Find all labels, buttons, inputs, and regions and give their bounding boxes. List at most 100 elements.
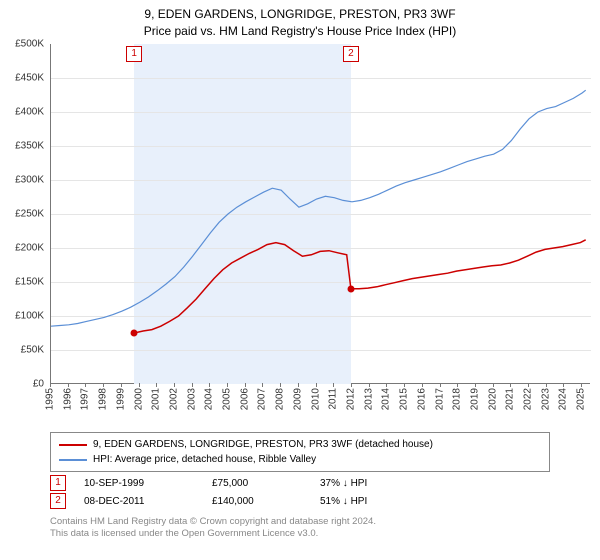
x-tick	[245, 383, 246, 387]
x-tick	[493, 383, 494, 387]
x-tick	[121, 383, 122, 387]
x-tick	[156, 383, 157, 387]
x-tick	[422, 383, 423, 387]
sale-date: 08-DEC-2011	[84, 496, 194, 507]
series-hpi	[51, 90, 586, 326]
sale-row-marker: 2	[50, 493, 66, 509]
x-tick	[139, 383, 140, 387]
sale-marker-label: 1	[126, 46, 142, 62]
x-axis-label: 2005	[222, 388, 233, 410]
x-axis-label: 2011	[328, 388, 339, 410]
x-axis-label: 2002	[168, 388, 179, 410]
sales-table: 1 10-SEP-1999 £75,000 37% ↓ HPI 2 08-DEC-2011…	[50, 474, 410, 510]
y-axis-label: £350K	[0, 141, 44, 152]
x-axis-label: 1998	[98, 388, 109, 410]
x-tick	[316, 383, 317, 387]
x-axis-label: 2007	[257, 388, 268, 410]
sale-price: £75,000	[212, 478, 302, 489]
x-axis-label: 2022	[523, 388, 534, 410]
x-tick	[103, 383, 104, 387]
footer-line-2: This data is licensed under the Open Gov…	[50, 528, 376, 540]
y-axis-label: £300K	[0, 175, 44, 186]
x-tick	[369, 383, 370, 387]
legend: 9, EDEN GARDENS, LONGRIDGE, PRESTON, PR3…	[50, 432, 550, 472]
sale-hpi-diff: 51% ↓ HPI	[320, 496, 410, 507]
x-tick	[85, 383, 86, 387]
x-tick	[68, 383, 69, 387]
x-axis-label: 2021	[505, 388, 516, 410]
sale-marker-label: 2	[343, 46, 359, 62]
x-tick	[209, 383, 210, 387]
x-tick	[475, 383, 476, 387]
x-axis-label: 2008	[275, 388, 286, 410]
x-axis-label: 2004	[204, 388, 215, 410]
x-tick	[386, 383, 387, 387]
x-axis-label: 2020	[487, 388, 498, 410]
x-axis-label: 2019	[469, 388, 480, 410]
x-tick	[227, 383, 228, 387]
x-axis-label: 2010	[310, 388, 321, 410]
sale-row: 2 08-DEC-2011 £140,000 51% ↓ HPI	[50, 492, 410, 510]
x-axis-label: 2003	[186, 388, 197, 410]
y-axis-label: £400K	[0, 107, 44, 118]
x-axis-label: 1999	[115, 388, 126, 410]
x-axis-label: 2017	[434, 388, 445, 410]
y-axis-label: £500K	[0, 39, 44, 50]
y-axis-label: £50K	[0, 345, 44, 356]
x-tick	[280, 383, 281, 387]
x-axis-label: 2018	[452, 388, 463, 410]
title-line-1: 9, EDEN GARDENS, LONGRIDGE, PRESTON, PR3…	[0, 6, 600, 23]
x-tick	[546, 383, 547, 387]
x-axis-label: 2013	[363, 388, 374, 410]
chart-area: 12 £0£50K£100K£150K£200K£250K£300K£350K£…	[50, 44, 590, 406]
x-axis-label: 2025	[576, 388, 587, 410]
y-axis-label: £0	[0, 379, 44, 390]
y-axis-label: £200K	[0, 243, 44, 254]
x-tick	[174, 383, 175, 387]
y-axis-label: £250K	[0, 209, 44, 220]
x-axis-label: 2012	[345, 388, 356, 410]
x-axis-label: 2006	[239, 388, 250, 410]
x-tick	[404, 383, 405, 387]
x-tick	[581, 383, 582, 387]
legend-row: HPI: Average price, detached house, Ribb…	[59, 452, 541, 467]
x-tick	[298, 383, 299, 387]
legend-text: 9, EDEN GARDENS, LONGRIDGE, PRESTON, PR3…	[93, 437, 433, 452]
y-axis-label: £150K	[0, 277, 44, 288]
x-axis-label: 2001	[151, 388, 162, 410]
sale-row-marker: 1	[50, 475, 66, 491]
series-price_paid	[134, 240, 586, 333]
x-tick	[333, 383, 334, 387]
x-tick	[262, 383, 263, 387]
sale-marker-dot	[131, 330, 138, 337]
plot-region: 12	[50, 44, 590, 384]
x-axis-label: 2014	[381, 388, 392, 410]
legend-swatch	[59, 444, 87, 446]
sale-marker-dot	[347, 285, 354, 292]
y-axis-label: £100K	[0, 311, 44, 322]
x-axis-label: 2024	[558, 388, 569, 410]
legend-swatch	[59, 459, 87, 461]
sale-price: £140,000	[212, 496, 302, 507]
x-tick	[50, 383, 51, 387]
sale-hpi-diff: 37% ↓ HPI	[320, 478, 410, 489]
x-tick	[440, 383, 441, 387]
x-tick	[457, 383, 458, 387]
footer-line-1: Contains HM Land Registry data © Crown c…	[50, 516, 376, 528]
sale-date: 10-SEP-1999	[84, 478, 194, 489]
x-tick	[528, 383, 529, 387]
legend-row: 9, EDEN GARDENS, LONGRIDGE, PRESTON, PR3…	[59, 437, 541, 452]
x-tick	[192, 383, 193, 387]
x-axis-label: 1997	[80, 388, 91, 410]
y-axis-label: £450K	[0, 73, 44, 84]
x-axis-label: 2000	[133, 388, 144, 410]
sale-row: 1 10-SEP-1999 £75,000 37% ↓ HPI	[50, 474, 410, 492]
x-tick	[563, 383, 564, 387]
title-line-2: Price paid vs. HM Land Registry's House …	[0, 23, 600, 40]
footer-attribution: Contains HM Land Registry data © Crown c…	[50, 516, 376, 541]
x-tick	[510, 383, 511, 387]
x-axis-label: 1996	[62, 388, 73, 410]
x-axis-label: 2023	[540, 388, 551, 410]
x-axis-label: 2016	[416, 388, 427, 410]
legend-text: HPI: Average price, detached house, Ribb…	[93, 452, 316, 467]
